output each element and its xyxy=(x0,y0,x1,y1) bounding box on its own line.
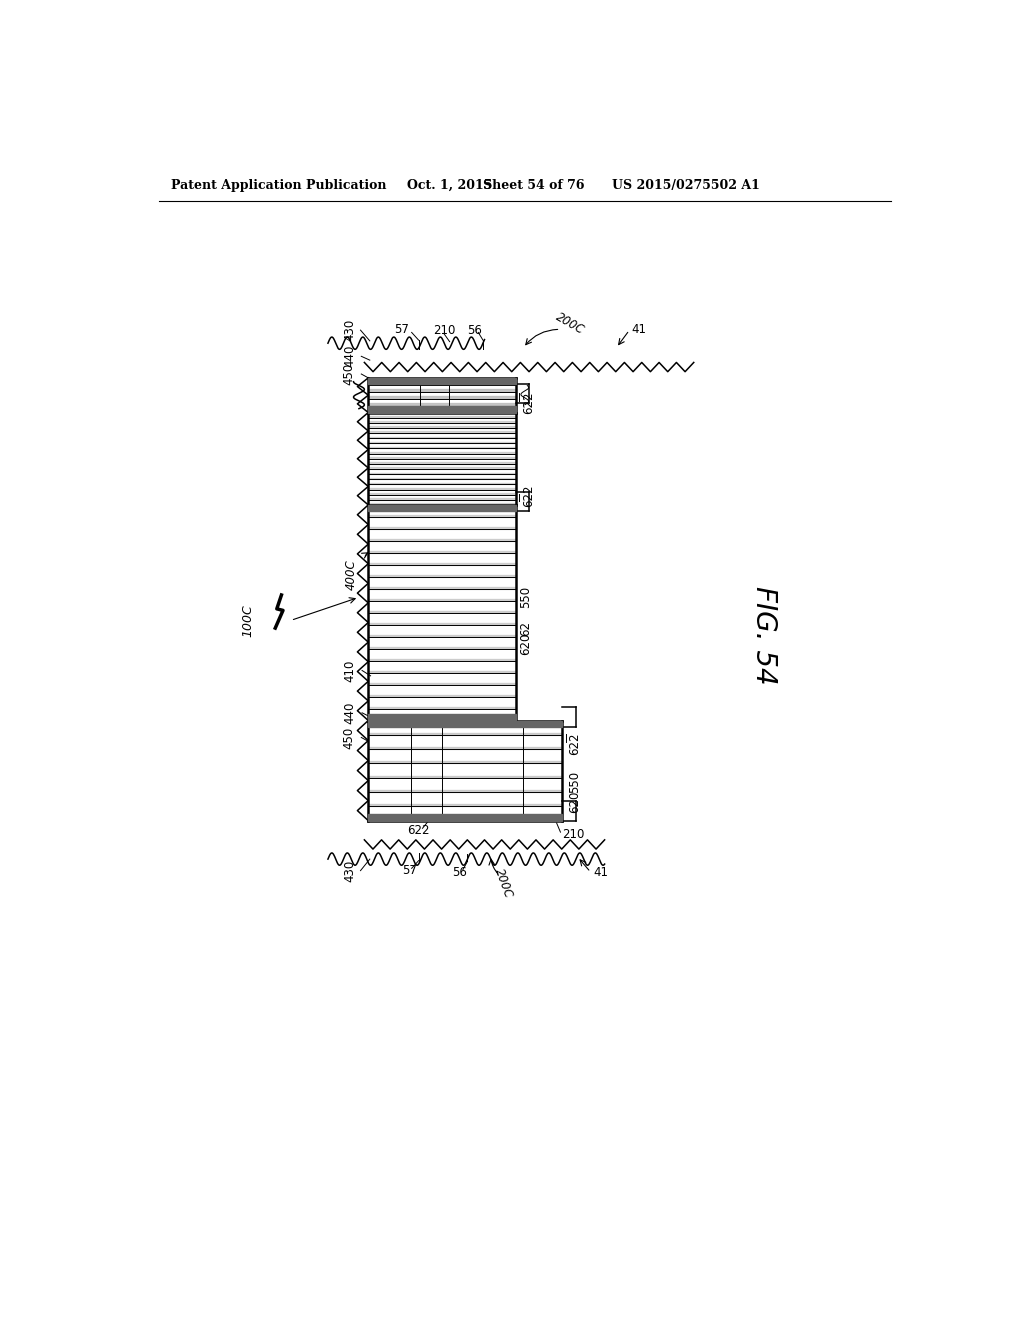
Text: 41: 41 xyxy=(593,866,608,879)
Text: US 2015/0275502 A1: US 2015/0275502 A1 xyxy=(612,178,760,191)
Text: 430: 430 xyxy=(344,319,356,342)
Text: 210: 210 xyxy=(433,323,456,337)
Text: 440: 440 xyxy=(344,702,356,723)
Text: 62: 62 xyxy=(519,620,532,636)
Text: Oct. 1, 2015: Oct. 1, 2015 xyxy=(407,178,493,191)
Text: 57: 57 xyxy=(394,323,410,335)
Text: Sheet 54 of 76: Sheet 54 of 76 xyxy=(483,178,585,191)
Text: Patent Application Publication: Patent Application Publication xyxy=(171,178,386,191)
Text: 57: 57 xyxy=(401,865,417,878)
Bar xyxy=(369,506,515,511)
Text: 622: 622 xyxy=(521,391,535,413)
Bar xyxy=(369,814,562,821)
Text: 400C: 400C xyxy=(344,558,357,590)
Text: FIG. 54: FIG. 54 xyxy=(750,586,777,685)
Bar xyxy=(369,378,515,384)
Text: 622: 622 xyxy=(568,733,582,755)
Text: 100C: 100C xyxy=(242,605,254,636)
Bar xyxy=(369,721,562,726)
Text: 430: 430 xyxy=(344,859,356,882)
Text: 550: 550 xyxy=(519,586,532,609)
Text: 41: 41 xyxy=(632,323,647,335)
Text: 56: 56 xyxy=(453,866,467,879)
Text: 56: 56 xyxy=(467,323,482,337)
Text: 410: 410 xyxy=(344,659,356,681)
Text: 550: 550 xyxy=(568,771,582,793)
Text: 622: 622 xyxy=(521,484,535,507)
Text: 620: 620 xyxy=(519,632,532,655)
Bar xyxy=(369,407,515,412)
Text: 620: 620 xyxy=(568,791,582,813)
Text: 440: 440 xyxy=(344,345,356,367)
Text: 450: 450 xyxy=(343,726,356,748)
Bar xyxy=(369,714,515,721)
Text: 200C: 200C xyxy=(553,310,587,338)
Text: 450: 450 xyxy=(343,363,356,385)
Text: 200C: 200C xyxy=(493,867,515,900)
Text: 210: 210 xyxy=(562,828,585,841)
Text: 622: 622 xyxy=(408,824,430,837)
